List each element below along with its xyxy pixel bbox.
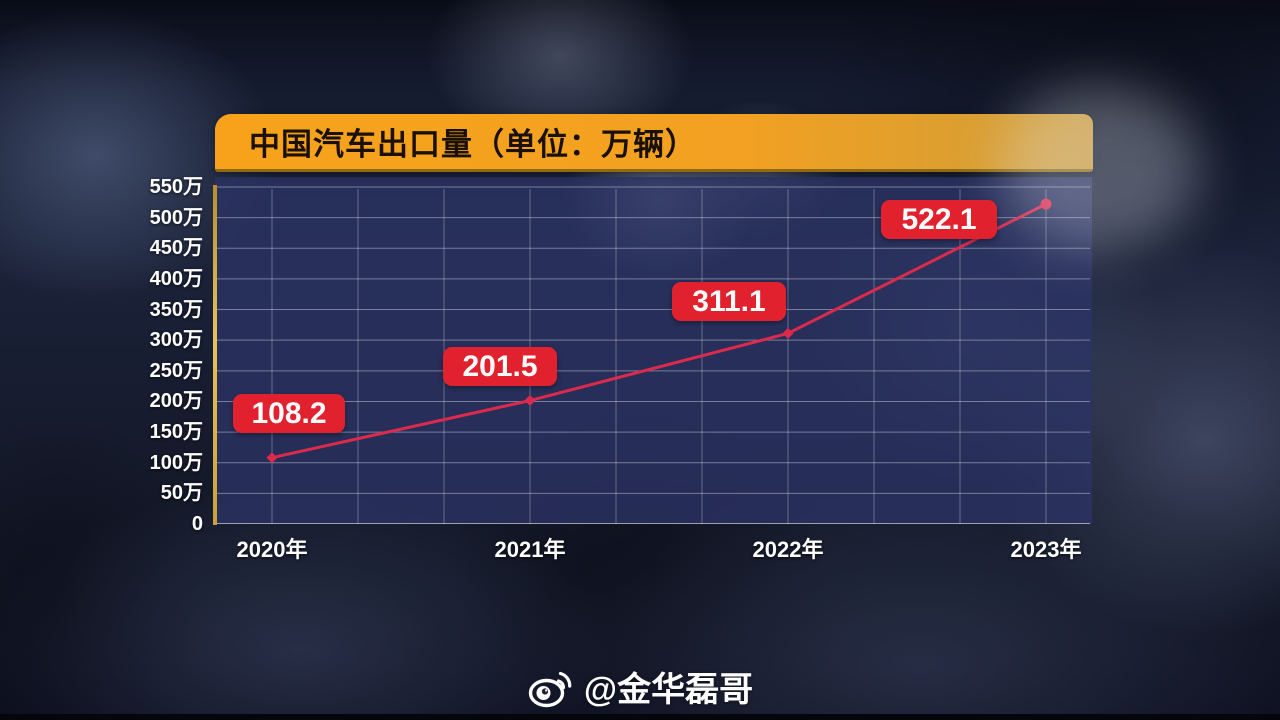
x-tick-label: 2023年 bbox=[1010, 537, 1082, 562]
y-tick-label: 0 bbox=[191, 513, 203, 535]
data-point bbox=[1040, 198, 1052, 210]
data-label-2020: 108.2 bbox=[233, 394, 345, 433]
y-tick-label: 500万 bbox=[149, 206, 203, 229]
y-tick-label: 350万 bbox=[149, 298, 203, 321]
y-axis-line bbox=[213, 185, 217, 525]
data-line bbox=[271, 202, 1047, 460]
y-tick-label: 200万 bbox=[149, 390, 203, 413]
y-tick-label: 150万 bbox=[149, 421, 203, 444]
bottom-dark-strip bbox=[0, 714, 1280, 720]
data-point bbox=[782, 327, 794, 339]
y-tick-label: 300万 bbox=[149, 329, 203, 352]
chart-title: 中国汽车出口量（单位：万辆） bbox=[249, 127, 697, 162]
watermark: @金华磊哥 bbox=[0, 662, 1280, 711]
y-tick-label: 450万 bbox=[149, 237, 203, 260]
x-tick-label: 2021年 bbox=[494, 537, 566, 562]
x-tick-label: 2020年 bbox=[236, 537, 308, 562]
data-point bbox=[524, 395, 536, 407]
y-tick-label: 250万 bbox=[149, 359, 203, 382]
weibo-icon bbox=[528, 671, 572, 707]
y-tick-label: 400万 bbox=[149, 267, 203, 290]
y-tick-label: 550万 bbox=[149, 176, 203, 198]
y-tick-label: 50万 bbox=[160, 482, 203, 505]
foreground-blur-blob bbox=[1000, 85, 1200, 250]
data-label-2023: 522.1 bbox=[881, 200, 997, 239]
data-label-2022: 311.1 bbox=[672, 282, 786, 321]
line-chart bbox=[217, 186, 1090, 524]
title-banner: 中国汽车出口量（单位：万辆） bbox=[215, 114, 1093, 172]
x-tick-label: 2022年 bbox=[752, 537, 824, 562]
data-label-2021: 201.5 bbox=[443, 347, 557, 386]
data-point bbox=[266, 452, 278, 464]
watermark-text: @金华磊哥 bbox=[583, 671, 754, 709]
y-tick-label: 100万 bbox=[149, 451, 203, 474]
